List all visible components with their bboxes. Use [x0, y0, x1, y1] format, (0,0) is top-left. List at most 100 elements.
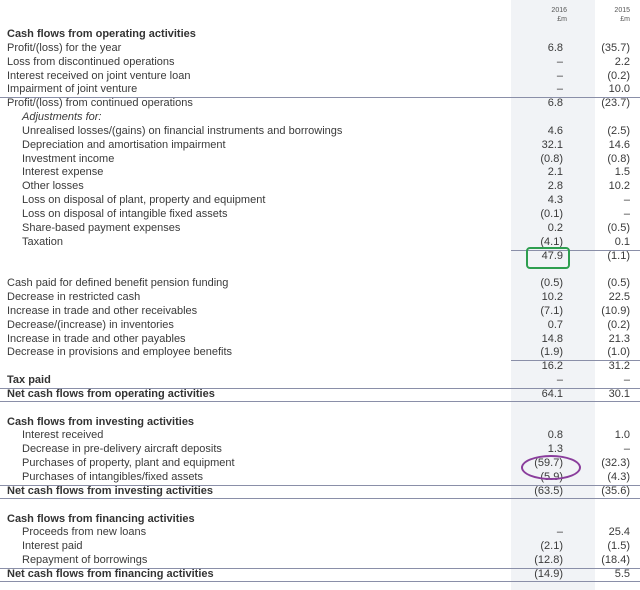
row-label: Tax paid	[7, 374, 51, 387]
row-label: Loss on disposal of intangible fixed ass…	[22, 207, 228, 220]
statement-row: Decrease in provisions and employee bene…	[0, 346, 640, 360]
row-label: Profit/(loss) for the year	[7, 41, 122, 54]
statement-row: Net cash flows from investing activities…	[0, 484, 640, 499]
value-2016: 64.1	[541, 387, 563, 400]
value-2015: 30.1	[608, 387, 630, 400]
value-2016: 0.2	[547, 221, 563, 234]
statement-row: Unrealised losses/(gains) on financial i…	[0, 125, 640, 139]
value-2015: 0.1	[614, 235, 630, 248]
value-2015: (18.4)	[601, 554, 630, 567]
value-2015: (0.2)	[607, 318, 630, 331]
row-label: Net cash flows from operating activities	[7, 387, 215, 400]
value-2015: –	[623, 207, 630, 220]
statement-row: Decrease in pre-delivery aircraft deposi…	[0, 443, 640, 457]
value-2016: 10.2	[541, 291, 563, 304]
row-label: Decrease in provisions and employee bene…	[7, 346, 233, 359]
value-2016: (0.8)	[540, 152, 563, 165]
row-label: Net cash flows from financing activities	[7, 567, 214, 580]
row-label: Interest paid	[22, 540, 83, 553]
row-label: Increase in trade and other payables	[7, 332, 186, 345]
statement-row: Increase in trade and other payables 14.8…	[0, 333, 640, 347]
statement-row: Loss on disposal of intangible fixed ass…	[0, 208, 640, 222]
header-2016-year: 2016	[551, 7, 567, 14]
statement-row: Adjustments for:	[0, 111, 640, 125]
value-2015: 22.5	[608, 291, 630, 304]
row-label: Unrealised losses/(gains) on financial i…	[22, 124, 343, 137]
statement-row: Proceeds from new loans – 25.4	[0, 526, 640, 540]
value-2016: (0.1)	[540, 207, 563, 220]
value-2015: 31.2	[608, 360, 630, 373]
statement-row: Interest received on joint venture loan –…	[0, 70, 640, 84]
value-2015: 2.2	[614, 55, 630, 68]
statement-row: Decrease/(increase) in inventories 0.7 (0.…	[0, 319, 640, 333]
value-2015: (23.7)	[601, 97, 630, 110]
value-2016: (12.8)	[534, 554, 563, 567]
value-2016: 16.2	[541, 360, 563, 373]
value-2015: 1.0	[614, 429, 630, 442]
statement-row: Cash flows from operating activities	[0, 28, 640, 42]
value-2016: –	[556, 374, 563, 387]
value-2016: 2.1	[547, 166, 563, 179]
row-label: Decrease/(increase) in inventories	[7, 318, 174, 331]
value-2015: 21.3	[608, 332, 630, 345]
statement-row: Loss on disposal of plant, property and …	[0, 194, 640, 208]
row-label: Purchases of property, plant and equipme…	[22, 457, 235, 470]
row-label: Increase in trade and other receivables	[7, 304, 198, 317]
statement-row: Profit/(loss) from continued operations 6…	[0, 97, 640, 111]
value-2015: (10.9)	[601, 304, 630, 317]
statement-row: Depreciation and amortisation impairment…	[0, 139, 640, 153]
value-2016: 47.9	[541, 249, 563, 262]
statement-row: Net cash flows from operating activities…	[0, 387, 640, 402]
statement-row: Repayment of borrowings (12.8) (18.4)	[0, 554, 640, 568]
value-2016: (0.5)	[540, 277, 563, 290]
value-2015: (35.7)	[601, 41, 630, 54]
statement-row: Taxation (4.1) 0.1	[0, 236, 640, 250]
value-2015: (4.3)	[607, 471, 630, 483]
statement-row: Decrease in restricted cash 10.2 22.5	[0, 291, 640, 305]
value-2015: 1.5	[614, 166, 630, 179]
header-2016-unit: £m	[557, 16, 567, 23]
row-label: Decrease in pre-delivery aircraft deposi…	[22, 443, 222, 456]
statement-rows: Cash flows from operating activities Prof…	[0, 28, 640, 582]
value-2016: 4.6	[547, 124, 563, 137]
value-2016: 32.1	[541, 138, 563, 151]
statement-row: Loss from discontinued operations – 2.2	[0, 56, 640, 70]
value-2016: 0.7	[547, 318, 563, 331]
row-label: Impairment of joint venture	[7, 83, 138, 96]
value-2016: (7.1)	[540, 304, 563, 317]
highlight-box-47-9	[526, 247, 570, 269]
value-2016: 14.8	[541, 332, 563, 345]
statement-row: Interest paid (2.1) (1.5)	[0, 540, 640, 554]
statement-row: Cash flows from financing activities	[0, 513, 640, 527]
row-label: Depreciation and amortisation impairment	[22, 138, 226, 151]
row-label: Taxation	[22, 235, 63, 248]
row-label: Decrease in restricted cash	[7, 291, 141, 304]
row-label: Cash paid for defined benefit pension fu…	[7, 277, 229, 290]
row-label: Loss from discontinued operations	[7, 55, 175, 68]
value-2015: (1.5)	[607, 540, 630, 553]
value-2016: 6.8	[547, 97, 563, 110]
row-label: Other losses	[22, 180, 84, 193]
row-label: Share-based payment expenses	[22, 221, 181, 234]
value-2015: (0.5)	[607, 277, 630, 290]
row-label: Purchases of intangibles/fixed assets	[22, 471, 203, 483]
row-label: Interest received	[22, 429, 104, 442]
row-label: Profit/(loss) from continued operations	[7, 97, 193, 110]
value-2016: (4.1)	[540, 235, 563, 248]
row-label: Loss on disposal of plant, property and …	[22, 194, 266, 207]
value-2015: (0.2)	[607, 69, 630, 82]
value-2015: 5.5	[614, 567, 630, 580]
value-2016: –	[556, 526, 563, 539]
value-2016: 6.8	[547, 41, 563, 54]
value-2016: –	[556, 69, 563, 82]
statement-row: Interest received 0.8 1.0	[0, 429, 640, 443]
statement-row: Profit/(loss) for the year 6.8 (35.7)	[0, 42, 640, 56]
value-2015: 10.0	[608, 83, 630, 96]
statement-row: Other losses 2.8 10.2	[0, 180, 640, 194]
value-2015: 25.4	[608, 526, 630, 539]
statement-row: Net cash flows from financing activities…	[0, 567, 640, 582]
row-label: Interest received on joint venture loan	[7, 69, 191, 82]
header-2016: 2016 £m	[511, 6, 567, 28]
value-2015: –	[623, 374, 630, 387]
